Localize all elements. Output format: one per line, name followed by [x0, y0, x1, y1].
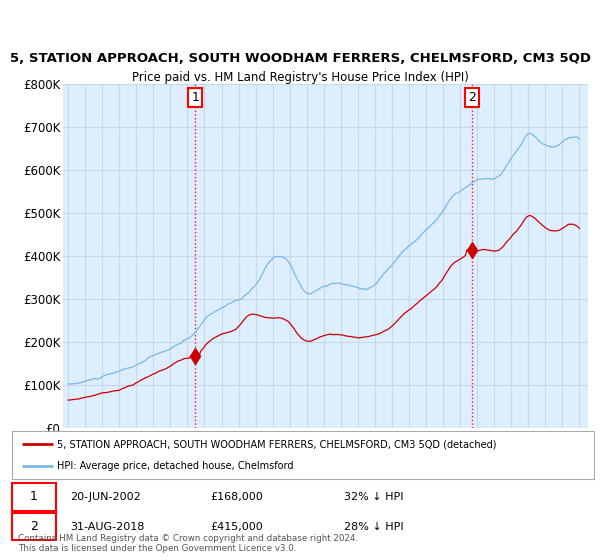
FancyBboxPatch shape — [12, 483, 56, 511]
Text: 32% ↓ HPI: 32% ↓ HPI — [344, 492, 403, 502]
Text: 1: 1 — [30, 491, 38, 503]
Text: £168,000: £168,000 — [210, 492, 263, 502]
Text: £415,000: £415,000 — [210, 521, 263, 531]
Text: 2: 2 — [467, 91, 476, 104]
Text: 1: 1 — [191, 91, 199, 104]
FancyBboxPatch shape — [12, 513, 56, 540]
Text: 31-AUG-2018: 31-AUG-2018 — [70, 521, 145, 531]
Text: 5, STATION APPROACH, SOUTH WOODHAM FERRERS, CHELMSFORD, CM3 5QD (detached): 5, STATION APPROACH, SOUTH WOODHAM FERRE… — [58, 439, 497, 449]
Text: 28% ↓ HPI: 28% ↓ HPI — [344, 521, 403, 531]
Text: HPI: Average price, detached house, Chelmsford: HPI: Average price, detached house, Chel… — [58, 461, 294, 471]
Text: 2: 2 — [30, 520, 38, 533]
Text: Price paid vs. HM Land Registry's House Price Index (HPI): Price paid vs. HM Land Registry's House … — [131, 71, 469, 84]
Text: 5, STATION APPROACH, SOUTH WOODHAM FERRERS, CHELMSFORD, CM3 5QD: 5, STATION APPROACH, SOUTH WOODHAM FERRE… — [10, 52, 590, 66]
Text: 20-JUN-2002: 20-JUN-2002 — [70, 492, 141, 502]
Text: Contains HM Land Registry data © Crown copyright and database right 2024.
This d: Contains HM Land Registry data © Crown c… — [18, 534, 358, 553]
